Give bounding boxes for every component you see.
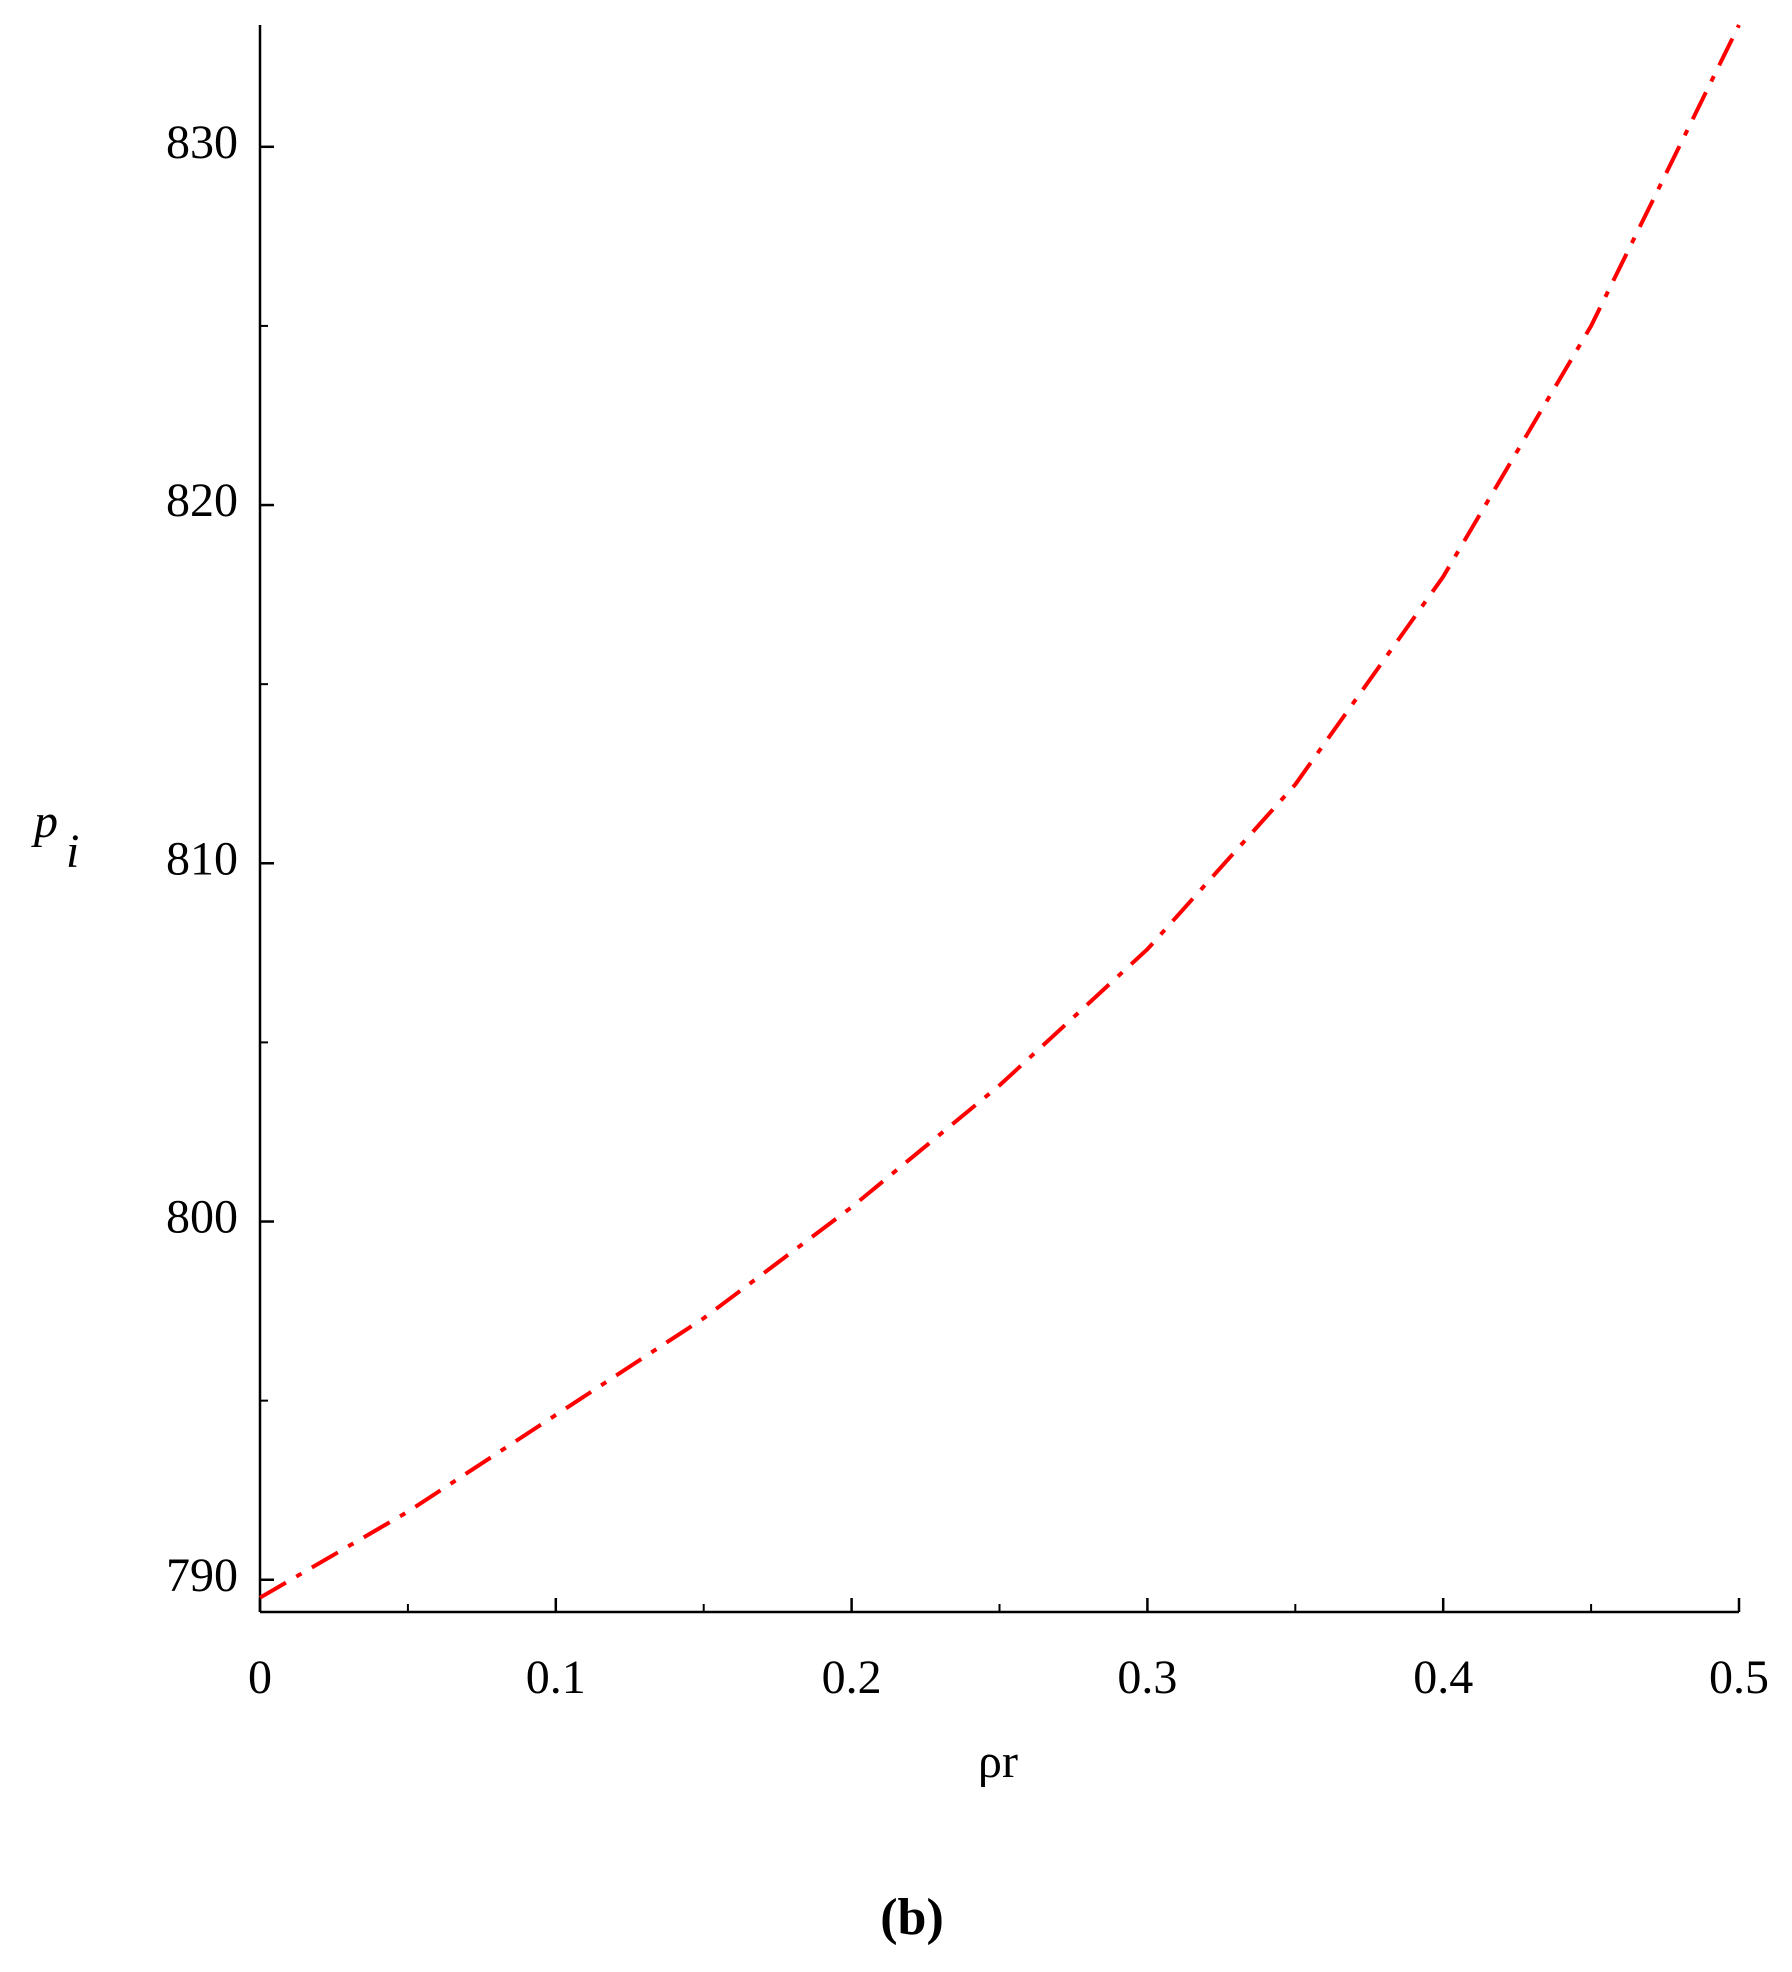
x-tick-label: 0.4 bbox=[1413, 1651, 1473, 1704]
x-tick-label: 0.1 bbox=[526, 1651, 586, 1704]
x-tick-label: 0 bbox=[248, 1651, 272, 1704]
y-axis-label-subscript: i bbox=[66, 825, 79, 878]
y-tick-label: 820 bbox=[166, 474, 238, 527]
caption: (b) bbox=[880, 1889, 944, 1946]
x-axis-label: ρr bbox=[978, 1735, 1018, 1788]
y-tick-label: 790 bbox=[166, 1549, 238, 1602]
y-axis-label: p bbox=[31, 795, 58, 848]
data-line bbox=[258, 24, 1741, 1600]
y-tick-label: 800 bbox=[166, 1191, 238, 1244]
y-tick-label: 810 bbox=[166, 832, 238, 885]
x-tick-label: 0.3 bbox=[1117, 1651, 1177, 1704]
x-tick-label: 0.2 bbox=[822, 1651, 882, 1704]
y-tick-label: 830 bbox=[166, 116, 238, 169]
x-tick-label: 0.5 bbox=[1709, 1651, 1769, 1704]
